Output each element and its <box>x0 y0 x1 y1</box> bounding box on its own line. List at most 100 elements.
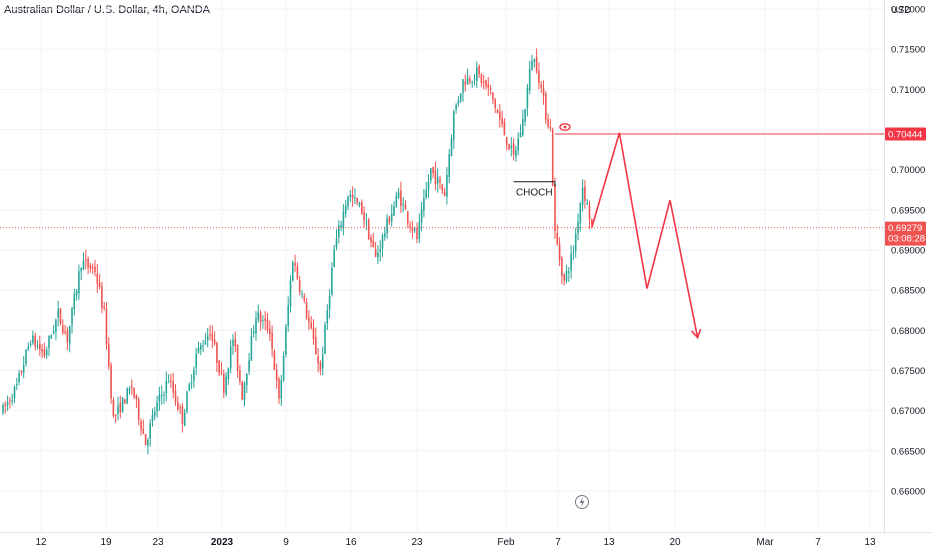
candle-body <box>533 59 536 63</box>
time-tick-label: 13 <box>603 537 615 548</box>
candle-body <box>563 274 565 281</box>
candle-body <box>243 383 246 401</box>
candle-body <box>27 346 30 350</box>
candle-body <box>135 395 138 400</box>
candle-body <box>328 295 331 310</box>
candle-body <box>427 181 430 191</box>
candle-body <box>568 271 570 273</box>
price-axis[interactable]: USD 0.66000 0.66500 0.67000 0.67500 0.68000 0.… <box>884 0 927 532</box>
time-tick-label: 23 <box>411 537 423 548</box>
candle-body <box>218 360 220 374</box>
candle-body <box>66 330 69 342</box>
candle-body <box>11 400 13 402</box>
candle-body <box>579 203 582 224</box>
candle-body <box>485 79 487 87</box>
candle-body <box>554 183 556 231</box>
candle-body <box>308 317 310 323</box>
candle-body <box>156 402 158 412</box>
candle-body <box>324 324 326 355</box>
price-tick-label: 0.68500 <box>891 286 925 297</box>
candle-body <box>13 386 16 399</box>
candle-body <box>193 369 195 381</box>
candle-body <box>264 318 266 321</box>
resistance-price-label: 0.70444 <box>888 130 922 141</box>
candle-body <box>570 253 572 271</box>
candle-body <box>494 99 496 109</box>
candle-body <box>269 328 271 335</box>
candle-body <box>220 371 223 373</box>
candle-body <box>232 339 234 346</box>
resistance-price-badge[interactable] <box>885 127 926 141</box>
candle-body <box>62 325 64 333</box>
chart-grid <box>0 0 884 532</box>
candle-body <box>510 145 513 149</box>
currency-label: USD <box>891 5 911 16</box>
candle-body <box>358 202 361 206</box>
candle-body <box>489 88 492 90</box>
price-tick-label: 0.71500 <box>891 45 925 56</box>
candle-body <box>41 348 43 352</box>
candle-body <box>310 322 312 329</box>
candle-body <box>361 201 363 214</box>
candle-body <box>436 177 439 184</box>
candle-body <box>549 126 552 129</box>
candle-body <box>294 263 296 266</box>
candle-body <box>114 415 117 417</box>
time-tick-label: 23 <box>152 537 164 548</box>
candle-body <box>177 402 179 410</box>
candle-body <box>6 402 9 405</box>
candle-body <box>112 400 115 416</box>
candle-body <box>321 354 324 369</box>
candle-body <box>469 78 471 82</box>
candle-body <box>517 138 519 151</box>
time-tick-label: 7 <box>555 537 561 548</box>
candle-body <box>18 373 20 383</box>
candle-body <box>356 198 358 203</box>
candle-body <box>151 414 154 422</box>
candle-body <box>478 65 480 75</box>
candle-body <box>538 70 540 84</box>
candle-body <box>487 84 490 88</box>
candle-body <box>561 257 563 277</box>
candle-body <box>190 382 193 384</box>
time-tick-label: 19 <box>100 537 112 548</box>
time-axis[interactable]: 12 19 23 2023 9 16 23 Feb 7 13 20 Mar 7 13 <box>0 532 932 549</box>
last-price-badge[interactable] <box>885 221 926 246</box>
candle-body <box>296 266 299 279</box>
candle-body <box>535 57 538 72</box>
candle-body <box>407 211 409 224</box>
price-tick-label: 0.66500 <box>891 446 925 457</box>
candle-body <box>292 262 294 281</box>
candle-body <box>89 265 92 269</box>
eye-icon[interactable] <box>559 123 571 131</box>
candle-body <box>503 121 506 136</box>
candle-body <box>416 228 418 240</box>
candle-body <box>91 266 94 268</box>
candle-body <box>209 334 211 336</box>
candle-body <box>43 349 46 356</box>
candle-body <box>565 270 568 281</box>
candle-body <box>344 205 347 214</box>
projection-path[interactable] <box>591 132 699 338</box>
candle-body <box>430 168 432 181</box>
candle-body <box>505 137 508 145</box>
candle-body <box>402 203 404 205</box>
candle-body <box>204 341 207 345</box>
candle-body <box>29 344 32 346</box>
candle-body <box>165 380 168 394</box>
candle-body <box>71 307 73 326</box>
drawings-layer[interactable]: CHOCH <box>0 123 884 509</box>
last-price-label: 0.69279 <box>888 223 922 234</box>
candle-body <box>305 302 308 319</box>
candle-body <box>142 429 145 434</box>
candle-body <box>126 388 128 404</box>
candle-body <box>259 312 262 323</box>
candle-body <box>48 336 50 349</box>
price-tick-label: 0.71000 <box>891 85 925 96</box>
candle-body <box>397 192 400 198</box>
candle-body <box>275 369 278 381</box>
candle-body <box>342 211 345 228</box>
candle-body <box>227 368 230 379</box>
candle-body <box>446 174 448 197</box>
